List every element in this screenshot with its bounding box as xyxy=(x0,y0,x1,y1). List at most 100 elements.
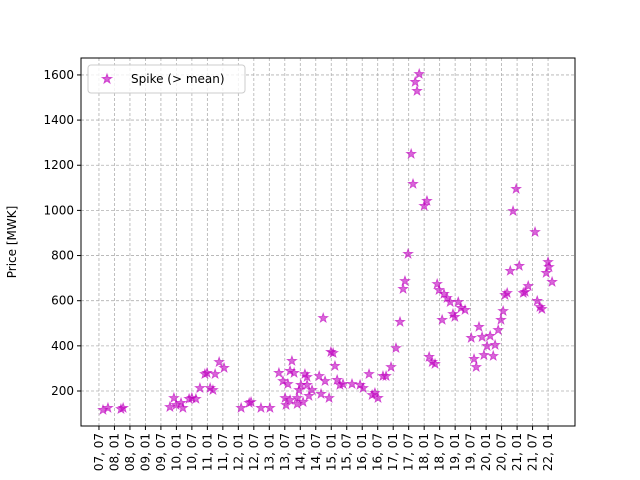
point xyxy=(329,359,341,371)
point xyxy=(405,147,418,159)
y-tick-label: 1400 xyxy=(43,113,74,127)
x-tick-label: 20, 07 xyxy=(495,433,509,471)
legend-marker xyxy=(100,72,114,85)
point xyxy=(323,391,336,404)
x-tick-label: 18, 01 xyxy=(417,433,431,471)
x-tick-label: 10, 01 xyxy=(169,433,183,471)
point xyxy=(301,370,314,383)
point xyxy=(535,302,548,315)
y-axis-label: Price [MWK] xyxy=(5,206,19,279)
point xyxy=(397,282,410,294)
x-tick-label: 13, 07 xyxy=(278,433,292,471)
point xyxy=(492,323,505,336)
point xyxy=(495,313,507,325)
point xyxy=(363,367,375,380)
x-tick-label: 14, 07 xyxy=(309,433,323,471)
point xyxy=(286,354,298,367)
x-tick-label: 09, 01 xyxy=(138,433,152,471)
point xyxy=(394,315,406,327)
point xyxy=(117,401,130,413)
point xyxy=(280,398,292,411)
point xyxy=(357,381,370,394)
x-tick-label: 17, 07 xyxy=(402,433,416,471)
x-tick-label: 21, 01 xyxy=(510,433,524,471)
point xyxy=(487,349,500,362)
point xyxy=(313,369,326,382)
x-tick-label: 16, 07 xyxy=(371,433,385,471)
point xyxy=(513,259,526,271)
point xyxy=(327,346,340,359)
x-tick-label: 08, 07 xyxy=(123,433,137,471)
point xyxy=(235,401,248,413)
legend-box xyxy=(87,64,246,94)
point xyxy=(497,304,510,317)
x-tick-label: 09, 07 xyxy=(154,433,168,471)
point xyxy=(176,401,189,413)
point xyxy=(441,291,453,304)
x-tick-label: 15, 07 xyxy=(340,433,354,471)
point xyxy=(402,247,414,259)
point xyxy=(209,367,222,380)
y-tick-label: 1000 xyxy=(43,203,74,217)
point xyxy=(531,294,544,306)
point xyxy=(315,387,327,399)
point xyxy=(194,381,206,394)
x-tick-label: 17, 01 xyxy=(386,433,400,471)
point xyxy=(468,352,480,364)
point xyxy=(291,397,304,410)
point xyxy=(489,338,502,350)
point xyxy=(465,331,478,343)
point xyxy=(476,330,488,343)
point xyxy=(319,374,331,387)
point xyxy=(429,357,441,369)
point xyxy=(411,84,423,96)
x-tick-label: 16, 01 xyxy=(355,433,369,471)
point xyxy=(189,392,202,404)
x-tick-label: 19, 07 xyxy=(464,433,478,471)
x-tick-label: 18, 07 xyxy=(433,433,447,471)
y-tick-label: 1200 xyxy=(43,158,74,172)
point xyxy=(369,386,381,399)
point xyxy=(438,287,450,299)
point xyxy=(423,350,436,362)
point xyxy=(459,303,471,315)
point xyxy=(245,395,257,408)
x-tick-label: 15, 01 xyxy=(324,433,338,471)
point xyxy=(380,369,392,382)
y-tick-label: 1600 xyxy=(43,68,74,82)
x-tick-label: 14, 01 xyxy=(293,433,307,471)
x-tick-label: 11, 01 xyxy=(200,433,214,471)
point xyxy=(167,391,180,404)
x-tick-label: 13, 01 xyxy=(262,433,276,471)
point xyxy=(175,396,187,409)
point xyxy=(519,285,532,297)
point xyxy=(317,311,330,324)
x-tick-label: 11, 07 xyxy=(216,433,230,471)
point xyxy=(279,391,292,404)
point xyxy=(501,286,514,299)
x-tick-label: 10, 07 xyxy=(185,433,199,471)
x-tick-label: 12, 07 xyxy=(247,433,261,471)
point xyxy=(540,266,553,278)
point xyxy=(407,177,419,190)
x-tick-label: 22, 01 xyxy=(541,433,555,471)
point xyxy=(436,313,449,325)
point xyxy=(399,274,411,287)
point xyxy=(281,377,294,390)
point xyxy=(413,67,426,80)
point xyxy=(207,383,219,396)
point xyxy=(418,199,431,211)
point xyxy=(529,225,541,238)
point xyxy=(346,377,358,390)
point xyxy=(218,361,230,374)
point xyxy=(522,279,535,292)
point xyxy=(452,295,465,308)
y-tick-label: 200 xyxy=(51,384,74,398)
point xyxy=(306,383,318,396)
point xyxy=(470,360,483,373)
x-tick-label: 08, 01 xyxy=(107,433,121,471)
plot-frame xyxy=(80,57,576,427)
point xyxy=(201,366,213,378)
point xyxy=(213,355,226,368)
